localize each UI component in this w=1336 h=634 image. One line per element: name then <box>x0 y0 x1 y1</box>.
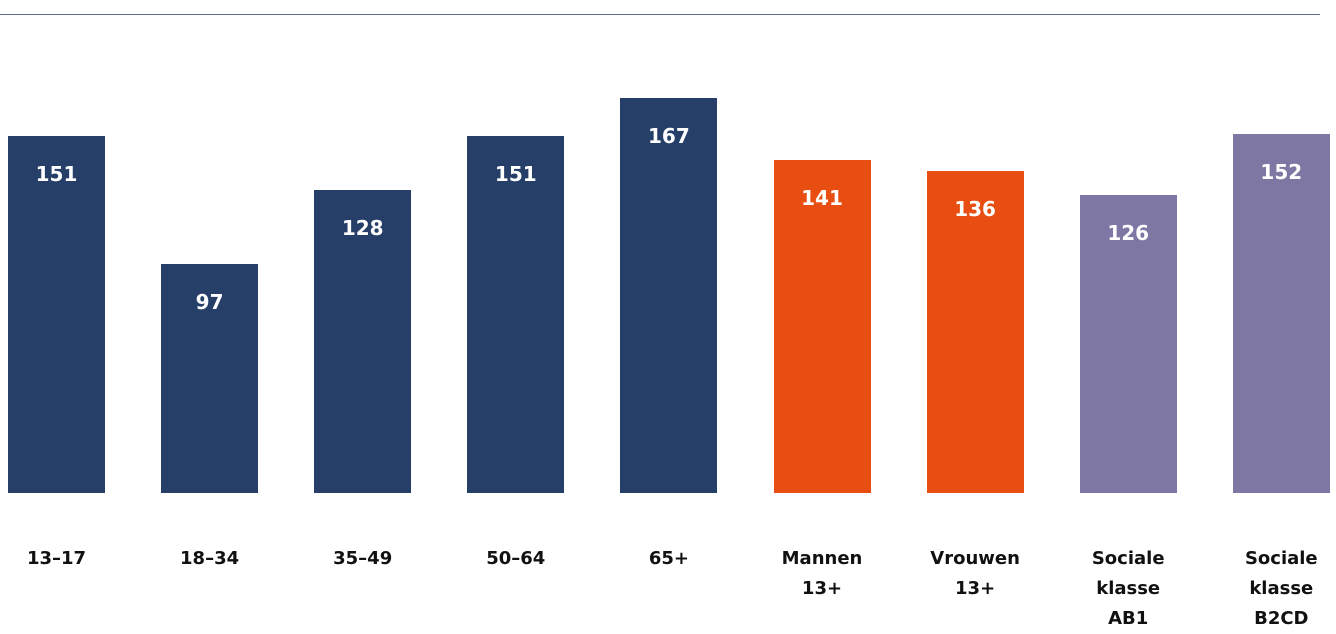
chart: 151 13–17 97 18–34 128 35–49 151 50–64 167 65+ 141… <box>0 14 1330 629</box>
value-label: 151 <box>494 162 537 187</box>
bar <box>1079 195 1177 493</box>
value-label: 151 <box>35 162 78 187</box>
x-tick-label: 35–49 <box>333 548 393 569</box>
value-label: 152 <box>1260 159 1303 184</box>
x-tick-label: Sociale klasse AB1 <box>1091 548 1165 629</box>
value-label: 141 <box>801 185 843 210</box>
bar <box>314 190 412 493</box>
bar <box>467 136 565 493</box>
bar <box>926 171 1024 493</box>
value-label: 97 <box>195 289 224 314</box>
x-tick-label: Mannen 13+ <box>781 548 863 599</box>
x-tick-label: 18–34 <box>180 548 240 569</box>
bar <box>8 136 105 493</box>
bar <box>161 263 259 493</box>
bar <box>1232 133 1330 493</box>
x-tick-label: 13–17 <box>26 548 87 569</box>
value-label: 128 <box>341 216 384 241</box>
top-rule <box>0 14 1320 15</box>
value-label: 136 <box>954 197 996 222</box>
value-label: 167 <box>648 124 690 149</box>
bar <box>773 159 871 493</box>
x-tick-label: 65+ <box>648 548 689 569</box>
x-tick-label: Sociale klasse B2CD <box>1244 548 1318 629</box>
value-label: 126 <box>1107 221 1150 246</box>
bar <box>620 98 718 493</box>
x-tick-label: Vrouwen 13+ <box>930 548 1020 599</box>
x-tick-label: 50–64 <box>486 548 546 569</box>
